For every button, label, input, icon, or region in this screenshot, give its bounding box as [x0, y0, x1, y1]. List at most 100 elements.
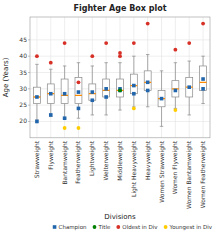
cap-high: [49, 69, 52, 70]
whisker-high: [120, 63, 121, 79]
mean-marker: [132, 84, 136, 88]
point: [132, 92, 136, 96]
cap-high: [91, 65, 94, 66]
legend-marker: [116, 225, 120, 229]
y-axis-label: Age (Years): [2, 57, 10, 97]
legend: Champion Title Oldest in Div Youngest in Di…: [53, 224, 213, 231]
box: [158, 90, 165, 106]
y-axis: 202530354045: [19, 36, 30, 125]
box-group: [172, 63, 179, 109]
box-group: [61, 66, 68, 118]
box-group: [130, 56, 137, 107]
point: [146, 89, 150, 93]
whisker-low: [133, 94, 134, 107]
whisker-low: [64, 104, 65, 119]
cap-low: [104, 114, 107, 115]
median: [75, 95, 82, 96]
whisker-high: [203, 56, 204, 66]
cap-high: [188, 61, 191, 62]
points-series: [35, 22, 205, 85]
cap-low: [77, 118, 80, 119]
legend-item: Champion: [53, 224, 87, 231]
legend-item: Title: [93, 224, 111, 230]
x-axis-label: Divisions: [104, 213, 136, 221]
cap-high: [77, 62, 80, 63]
cap-low: [118, 110, 121, 111]
chart: Fighter Age Box plot202530354045Age (Yea…: [0, 0, 216, 233]
point: [132, 107, 136, 111]
point: [91, 98, 95, 102]
grid-line: [50, 17, 51, 138]
legend-label: Youngest in Div: [169, 224, 213, 231]
whisker-high: [175, 63, 176, 81]
y-tick: [28, 105, 30, 106]
point: [49, 113, 53, 117]
point: [35, 54, 39, 58]
mean-marker: [187, 85, 191, 89]
cap-low: [201, 103, 204, 104]
x-tick-label: Flyweight: [47, 140, 55, 170]
y-tick-label: 30: [19, 85, 27, 92]
point: [187, 41, 191, 45]
grid-line: [161, 17, 162, 138]
legend-label: Oldest in Div: [122, 224, 158, 230]
point: [201, 87, 205, 91]
points-series: [35, 87, 205, 123]
whisker-high: [64, 66, 65, 79]
point: [118, 51, 122, 55]
mean-marker: [77, 90, 81, 94]
whisker-low: [189, 97, 190, 115]
x-tick-label: Heavyweight: [144, 140, 152, 180]
grid: [30, 17, 210, 138]
mean-marker: [91, 90, 95, 94]
whisker-high: [189, 61, 190, 77]
whisker-low: [120, 97, 121, 110]
box: [144, 71, 151, 91]
whisker-high: [161, 71, 162, 91]
whisker-high: [106, 63, 107, 79]
point: [201, 22, 205, 26]
x-tick-label: Women Bantamweight: [185, 140, 193, 209]
whisker-low: [106, 97, 107, 115]
median: [200, 82, 207, 83]
box: [186, 77, 193, 97]
mean-marker: [63, 92, 67, 96]
whisker-low: [147, 90, 148, 106]
box: [89, 84, 96, 100]
mean-marker: [174, 89, 178, 93]
mean-marker: [49, 92, 53, 96]
box-group: [144, 55, 151, 107]
cap-low: [160, 126, 163, 127]
cap-high: [174, 62, 177, 63]
box-group: [117, 63, 124, 110]
cap-low: [188, 114, 191, 115]
box-group: [186, 61, 193, 115]
x-tick-label: Strawweight: [33, 140, 41, 178]
whisker-high: [36, 64, 37, 87]
whisker-high: [147, 55, 148, 71]
grid-line: [92, 17, 93, 138]
x-tick-label: Middleweight: [116, 140, 124, 181]
x-tick-label: Light Heavyweight: [130, 140, 138, 197]
point: [63, 41, 67, 45]
legend-marker: [53, 225, 57, 229]
legend-label: Champion: [59, 224, 87, 231]
plot-frame: [30, 17, 210, 138]
cap-low: [146, 106, 149, 107]
legend-item: Youngest in Div: [164, 224, 213, 231]
grid-line: [120, 17, 121, 138]
box: [103, 79, 110, 97]
cap-high: [104, 62, 107, 63]
cap-high: [63, 65, 66, 66]
mean-marker: [201, 77, 205, 81]
y-tick: [28, 39, 30, 40]
point: [132, 41, 136, 45]
cap-high: [35, 64, 38, 65]
whisker-low: [203, 90, 204, 103]
point: [104, 95, 108, 99]
point: [35, 120, 39, 124]
whisker-low: [175, 97, 176, 108]
cap-high: [201, 56, 204, 57]
cap-high: [146, 54, 149, 55]
point: [77, 126, 81, 130]
